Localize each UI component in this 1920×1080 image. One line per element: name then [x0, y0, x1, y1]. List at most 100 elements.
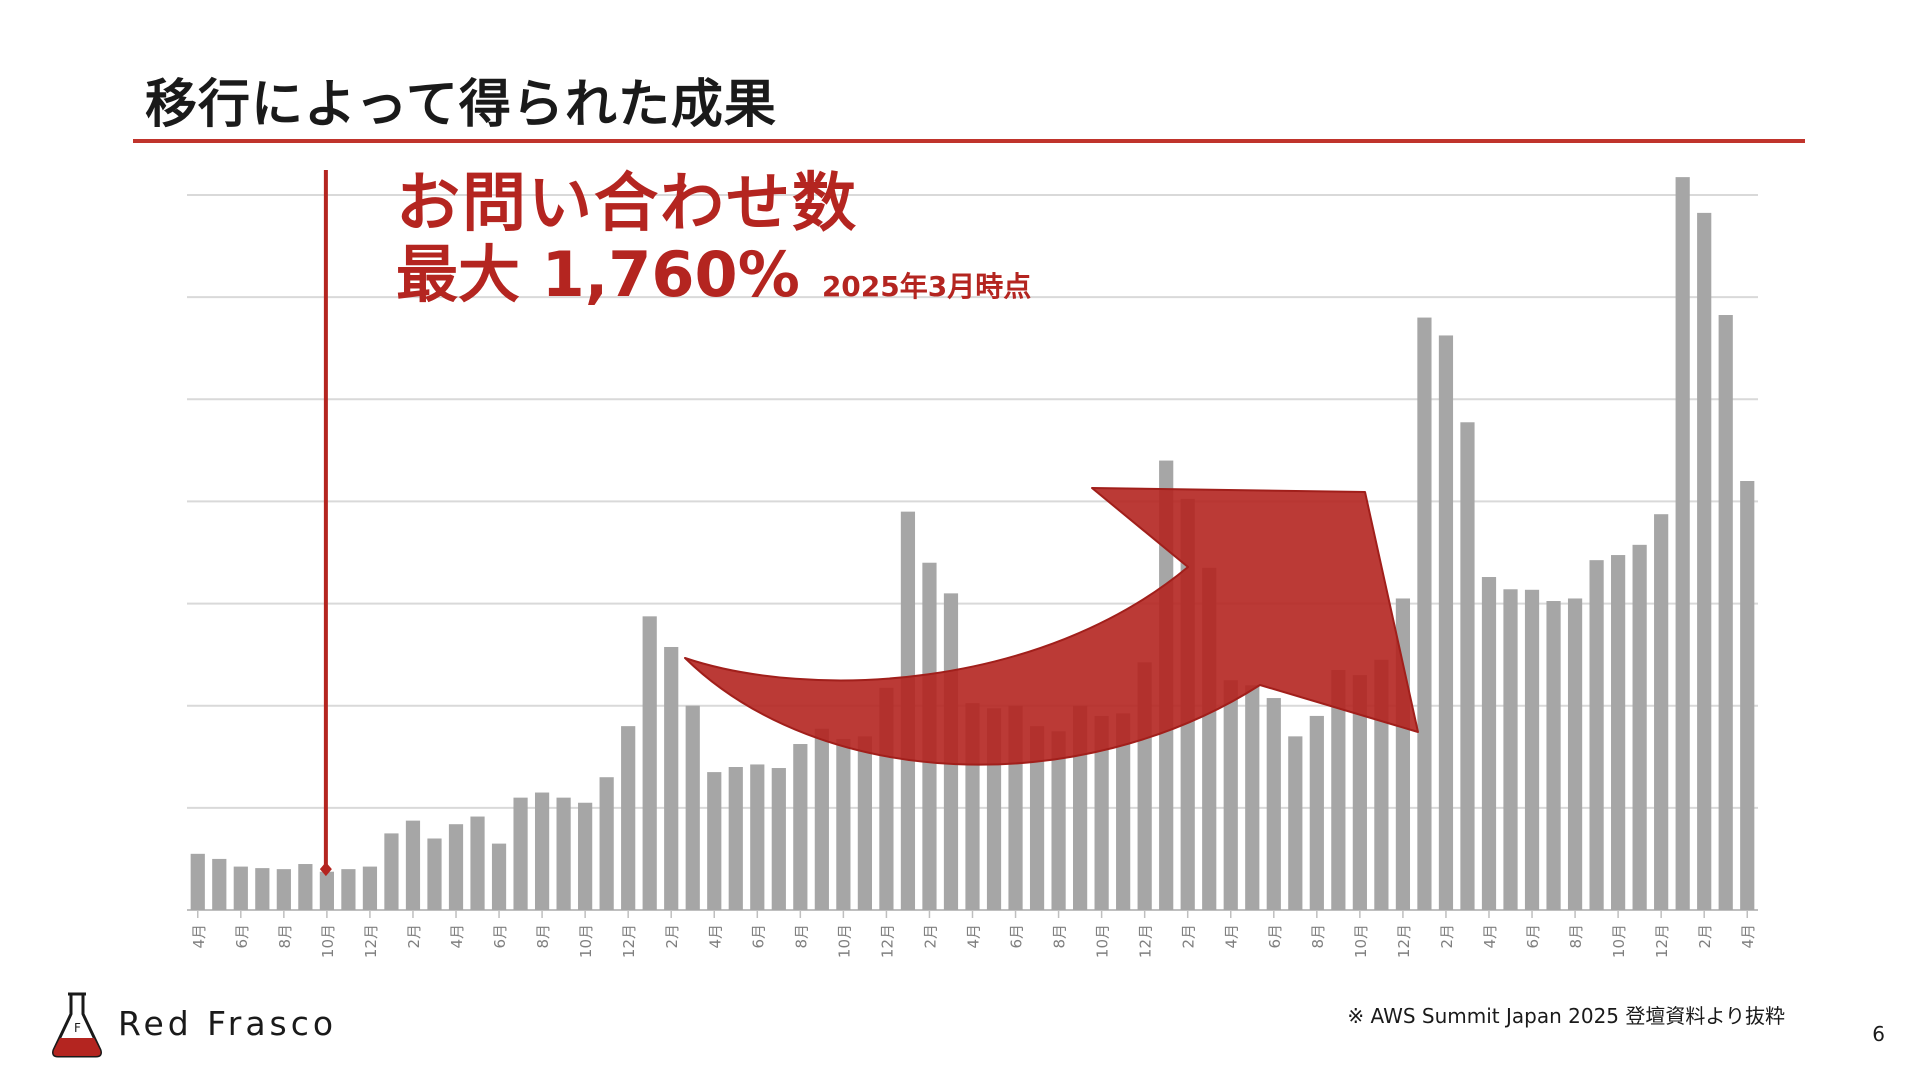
bar-4 [276, 869, 291, 910]
x-tick-label: 8月 [1051, 924, 1069, 949]
bar-71 [1718, 315, 1733, 911]
bar-2 [233, 866, 248, 910]
bar-31 [857, 736, 872, 910]
bar-67 [1632, 544, 1647, 910]
brand-logo: F Red Frasco [50, 990, 350, 1060]
x-tick-label: 4月 [965, 924, 983, 949]
x-tick-label: 10月 [1094, 924, 1112, 958]
x-tick-labels: 4月 6月 8月 10月 12月 2月 4月 6月 8月 10月 12月 2月 4月 6月 8月 10月 12月… [190, 910, 1757, 958]
bar-52 [1309, 715, 1324, 910]
bar-61 [1503, 589, 1518, 910]
x-tick-label: 6月 [1524, 924, 1542, 949]
bar-58 [1438, 335, 1454, 911]
x-tick-label: 10月 [835, 924, 853, 958]
bar-5 [298, 864, 313, 910]
bar-21 [642, 616, 657, 910]
x-tick-label: 2月 [921, 924, 939, 949]
growth-arrow [684, 487, 1419, 766]
bar-22 [664, 646, 679, 910]
bar-57 [1417, 317, 1432, 911]
x-tick-label: 4月 [448, 924, 466, 949]
bar-16 [534, 792, 550, 910]
x-tick-label: 2月 [1180, 924, 1198, 949]
migration-marker-diamond [319, 862, 332, 877]
x-tick-label: 12月 [620, 924, 638, 958]
brand-name: Red Frasco [118, 1004, 338, 1043]
bar-6 [319, 871, 334, 910]
x-tick-label: 8月 [792, 924, 810, 949]
bar-66 [1611, 555, 1626, 910]
x-tick-label: 6月 [491, 924, 509, 949]
x-tick-label: 12月 [1137, 924, 1155, 958]
title-underline [133, 139, 1805, 143]
callout: お問い合わせ数 最大 1,760% 2025年3月時点 [396, 172, 1031, 306]
bar-64 [1567, 598, 1583, 910]
x-tick-label: 4月 [190, 924, 208, 949]
bar-65 [1589, 560, 1604, 910]
bar-72 [1740, 481, 1755, 910]
bar-23 [685, 705, 700, 910]
bar-40 [1051, 731, 1066, 910]
bar-62 [1524, 589, 1540, 910]
bar-28 [793, 744, 808, 910]
bar-53 [1331, 669, 1346, 910]
bar-11 [427, 838, 442, 910]
inquiries-bar-chart: 4月 6月 8月 10月 12月 2月 4月 6月 8月 10月 12月 2月 4月 6月 8月 10月 12月… [187, 170, 1758, 958]
bar-43 [1116, 713, 1131, 910]
bar-30 [836, 738, 851, 910]
svg-text:F: F [74, 1021, 81, 1035]
bar-18 [578, 802, 593, 910]
slide-title: 移行によって得られた成果 [145, 75, 777, 135]
bar-51 [1288, 736, 1303, 910]
bar-10 [405, 820, 421, 910]
x-tick-label: 6月 [749, 924, 767, 949]
bar-39 [1029, 726, 1045, 910]
x-tick-label: 8月 [534, 924, 552, 949]
x-tick-label: 10月 [1610, 924, 1628, 958]
callout-line1: お問い合わせ数 [396, 167, 858, 241]
bar-17 [556, 797, 571, 910]
bar-3 [255, 868, 270, 910]
bar-24 [707, 772, 722, 910]
x-tick-label: 2月 [1438, 924, 1456, 949]
x-tick-label: 12月 [362, 924, 380, 958]
flask-icon: F [52, 992, 102, 1058]
x-tick-label: 2月 [405, 924, 423, 949]
x-tick-label: 12月 [1653, 924, 1671, 958]
bar-1 [212, 858, 227, 910]
bar-26 [750, 764, 765, 910]
bar-13 [470, 816, 485, 910]
bar-29 [814, 728, 829, 910]
bar-50 [1266, 698, 1281, 910]
x-tick-label: 6月 [233, 924, 251, 949]
callout-note: 2025年3月時点 [821, 270, 1032, 303]
bar-19 [599, 777, 614, 910]
x-tick-label: 4月 [1739, 924, 1757, 949]
source-note: ※ AWS Summit Japan 2025 登壇資料より抜粋 [1347, 1004, 1785, 1028]
x-tick-label: 4月 [706, 924, 724, 949]
x-tick-label: 12月 [878, 924, 896, 958]
x-tick-label: 2月 [663, 924, 681, 949]
bar-8 [362, 866, 378, 910]
bar-68 [1654, 514, 1669, 910]
x-tick-label: 8月 [1309, 924, 1327, 949]
bar-60 [1481, 577, 1497, 910]
bar-12 [448, 824, 464, 910]
x-tick-label: 8月 [1567, 924, 1585, 949]
bar-25 [728, 767, 743, 910]
x-tick-label: 6月 [1266, 924, 1284, 949]
bar-69 [1675, 177, 1690, 910]
x-tick-label: 10月 [319, 924, 337, 958]
x-tick-label: 4月 [1481, 924, 1499, 949]
x-tick-label: 10月 [577, 924, 595, 958]
x-tick-label: 2月 [1696, 924, 1714, 949]
bar-14 [491, 843, 507, 910]
bar-7 [341, 869, 356, 910]
bar-27 [771, 768, 786, 910]
bar-42 [1094, 715, 1109, 910]
bar-15 [513, 797, 528, 910]
bar-70 [1697, 212, 1712, 910]
bar-20 [621, 726, 636, 910]
bar-0 [190, 853, 205, 910]
page-number: 6 [1872, 1022, 1885, 1046]
